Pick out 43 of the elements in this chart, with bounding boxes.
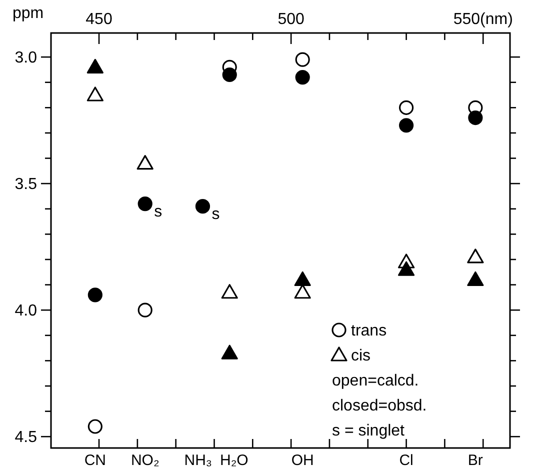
legend-label: cis [351,348,371,365]
x-tick-label: 450 [86,11,112,28]
point [294,284,311,299]
point [88,419,102,434]
point [221,284,238,299]
point [86,58,104,74]
point [398,100,414,115]
annotation: s [212,206,220,223]
point [222,67,237,82]
annotation: open=calcd. [332,372,419,390]
point [467,248,484,264]
y-tick-label: 4.0 [14,302,38,320]
text: Cl [399,452,414,468]
point [88,288,102,302]
annotation: closed=obsd. [332,398,427,415]
text: NO₂ [130,452,160,468]
point [398,261,415,276]
point [195,199,210,214]
point [138,196,152,212]
point [138,302,152,318]
point [221,344,238,360]
text: CN [84,452,106,468]
y-tick-label: 3.0 [14,50,38,67]
annotation: s = singlet [332,422,406,440]
x-tick-label: 500 [278,11,305,28]
text: NH₃ [184,452,212,468]
point [398,118,414,133]
text: OH [291,452,314,468]
point [86,86,104,102]
x-tick-label: 550(nm) [453,11,513,28]
text: H₂O [220,452,248,468]
point [294,271,311,286]
point [467,271,484,286]
point [295,70,310,85]
point [295,52,310,67]
point [468,110,483,126]
y-tick-label: 4.5 [14,429,38,446]
text: Br [468,452,483,468]
point [136,155,154,170]
y-axis-title: ppm [12,5,44,22]
annotation: s [154,203,162,220]
legend-label: trans [351,322,387,340]
y-tick-label: 3.5 [14,176,38,194]
